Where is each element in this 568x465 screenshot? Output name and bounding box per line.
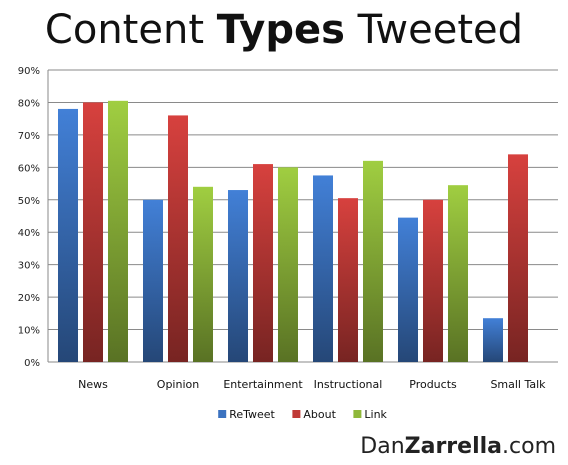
bar-retweet — [58, 108, 78, 362]
y-tick-label: 30% — [18, 261, 40, 272]
legend-swatch — [292, 410, 301, 418]
watermark-part3: .com — [502, 434, 556, 459]
y-tick-label: 50% — [18, 196, 40, 207]
chart-title-part3: Tweeted — [344, 7, 524, 53]
legend-swatch — [218, 410, 227, 418]
y-tick-label: 60% — [18, 163, 40, 174]
grid — [48, 69, 558, 363]
watermark-logo: DanZarrella.com — [360, 434, 556, 459]
bar-retweet — [143, 199, 163, 362]
x-tick-label: Products — [409, 378, 457, 391]
bar-link — [363, 160, 383, 362]
bar-link — [448, 185, 468, 362]
watermark-part1: Dan — [360, 434, 405, 459]
legend-swatch — [353, 410, 362, 418]
labels: 0% 10% 20% 30% 40% 50% 60% 70% 80% 90% News Opinion… — [18, 66, 546, 391]
axes — [47, 70, 558, 363]
bar-retweet — [483, 318, 503, 362]
chart-title-part2: Types — [216, 7, 345, 53]
x-tick-label: Entertainment — [223, 378, 303, 391]
x-tick-label: Small Talk — [490, 378, 546, 391]
bar-about — [83, 102, 103, 362]
x-tick-label: News — [78, 378, 108, 391]
y-tick-label: 90% — [18, 66, 40, 77]
bar-about — [423, 199, 443, 362]
bars — [58, 100, 528, 363]
bar-link — [193, 186, 213, 362]
legend-label: About — [303, 408, 336, 421]
y-tick-label: 20% — [18, 293, 40, 304]
x-tick-label: Instructional — [314, 378, 383, 391]
bar-link — [278, 167, 298, 362]
y-tick-label: 80% — [18, 98, 40, 109]
y-tick-label: 70% — [18, 131, 40, 142]
chart-title-part1: Content — [44, 7, 217, 53]
chart-title: Content Types Tweeted — [0, 2, 568, 58]
x-tick-label: Opinion — [157, 378, 199, 391]
bar-about — [168, 115, 188, 362]
y-tick-label: 40% — [18, 228, 40, 239]
legend: ReTweet About Link — [218, 408, 388, 421]
watermark-part2: Zarrella — [404, 434, 503, 459]
bar-retweet — [398, 217, 418, 362]
y-tick-label: 10% — [18, 326, 40, 337]
legend-label: Link — [364, 408, 387, 421]
y-tick-label: 0% — [24, 358, 40, 369]
bar-link — [108, 100, 128, 363]
bar-about — [508, 154, 528, 362]
bar-about — [338, 198, 358, 362]
bar-retweet — [228, 190, 248, 362]
legend-label: ReTweet — [229, 408, 275, 421]
bar-retweet — [313, 175, 333, 362]
bar-about — [253, 164, 273, 362]
